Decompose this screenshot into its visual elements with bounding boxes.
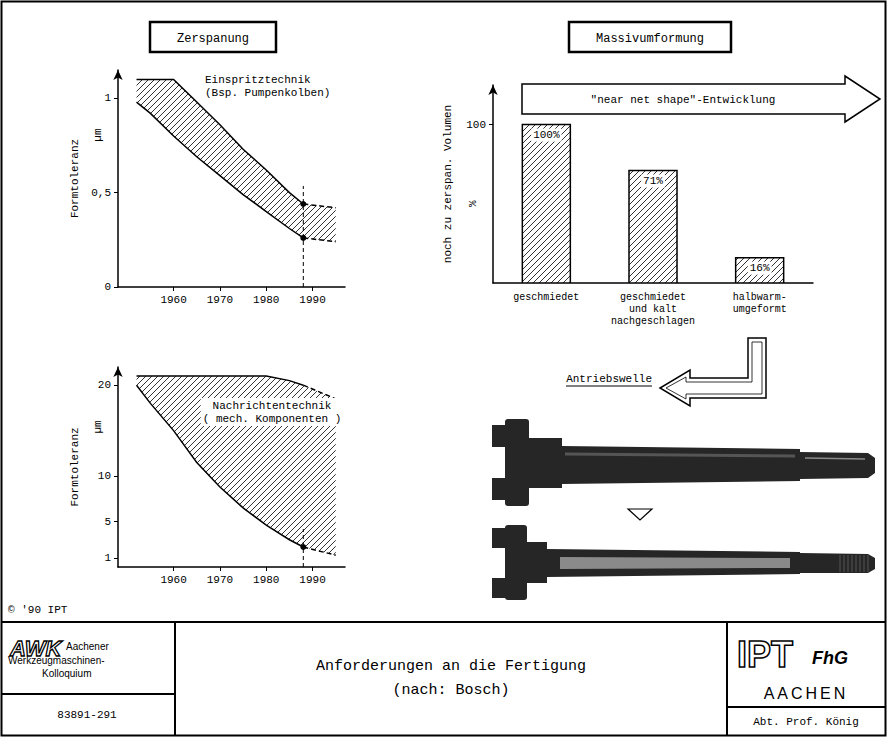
svg-text:Abt. Prof. König: Abt. Prof. König — [753, 716, 859, 728]
svg-text:und kalt: und kalt — [629, 304, 677, 315]
svg-text:Werkzeugmaschinen-: Werkzeugmaschinen- — [8, 655, 105, 666]
svg-text:Kolloquium: Kolloquium — [42, 668, 91, 679]
svg-text:µm: µm — [92, 128, 104, 142]
svg-text:Einspritztechnik: Einspritztechnik — [205, 74, 311, 86]
svg-text:noch zu zerspan. Volumen: noch zu zerspan. Volumen — [442, 105, 454, 263]
svg-text:AACHEN: AACHEN — [764, 685, 849, 702]
svg-text:100: 100 — [466, 119, 486, 131]
svg-text:geschmiedet: geschmiedet — [513, 292, 579, 303]
svg-text:umgeformt: umgeformt — [733, 304, 787, 315]
svg-text:1970: 1970 — [207, 294, 233, 306]
svg-text:nachgeschlagen: nachgeschlagen — [611, 316, 695, 327]
svg-text:%: % — [467, 200, 479, 207]
svg-text:Formtoleranz: Formtoleranz — [69, 427, 81, 506]
svg-text:Anforderungen an die Fertigung: Anforderungen an die Fertigung — [316, 658, 586, 675]
svg-text:( mech. Komponenten ): ( mech. Komponenten ) — [203, 413, 342, 425]
svg-text:1980: 1980 — [253, 574, 279, 586]
svg-text:100%: 100% — [533, 129, 560, 141]
svg-text:AWK: AWK — [9, 636, 63, 661]
svg-text:halbwarm-: halbwarm- — [733, 292, 787, 303]
svg-text:geschmiedet: geschmiedet — [620, 292, 686, 303]
svg-text:1990: 1990 — [299, 294, 325, 306]
svg-text:Formtoleranz: Formtoleranz — [69, 139, 81, 218]
svg-text:0,5: 0,5 — [91, 187, 111, 199]
svg-text:1980: 1980 — [253, 294, 279, 306]
svg-text:71%: 71% — [643, 175, 663, 187]
svg-text:1970: 1970 — [207, 574, 233, 586]
svg-text:"near net shape"-Entwicklung: "near net shape"-Entwicklung — [591, 94, 776, 106]
svg-text:Massivumformung: Massivumformung — [596, 32, 704, 46]
svg-text:1: 1 — [104, 92, 111, 104]
svg-text:1960: 1960 — [160, 574, 186, 586]
svg-text:µm: µm — [92, 420, 104, 434]
svg-text:20: 20 — [98, 379, 111, 391]
svg-text:Zerspanung: Zerspanung — [177, 32, 249, 46]
svg-text:1990: 1990 — [299, 574, 325, 586]
svg-text:0: 0 — [104, 281, 111, 293]
svg-text:1: 1 — [104, 552, 111, 564]
svg-text:83891-291: 83891-291 — [57, 709, 117, 721]
svg-text:IPT: IPT — [737, 634, 793, 675]
svg-text:Antriebswelle: Antriebswelle — [566, 373, 652, 385]
svg-text:(Bsp. Pumpenkolben): (Bsp. Pumpenkolben) — [205, 87, 330, 99]
svg-text:16%: 16% — [750, 262, 770, 274]
svg-text:10: 10 — [98, 470, 111, 482]
svg-text:FhG: FhG — [812, 648, 848, 668]
svg-text:5: 5 — [104, 516, 111, 528]
svg-text:(nach: Bosch): (nach: Bosch) — [392, 682, 509, 699]
svg-text:Nachrichtentechnik: Nachrichtentechnik — [213, 400, 332, 412]
svg-text:© '90 IPT: © '90 IPT — [8, 604, 68, 616]
svg-text:Aachener: Aachener — [66, 641, 109, 652]
svg-text:1960: 1960 — [160, 294, 186, 306]
